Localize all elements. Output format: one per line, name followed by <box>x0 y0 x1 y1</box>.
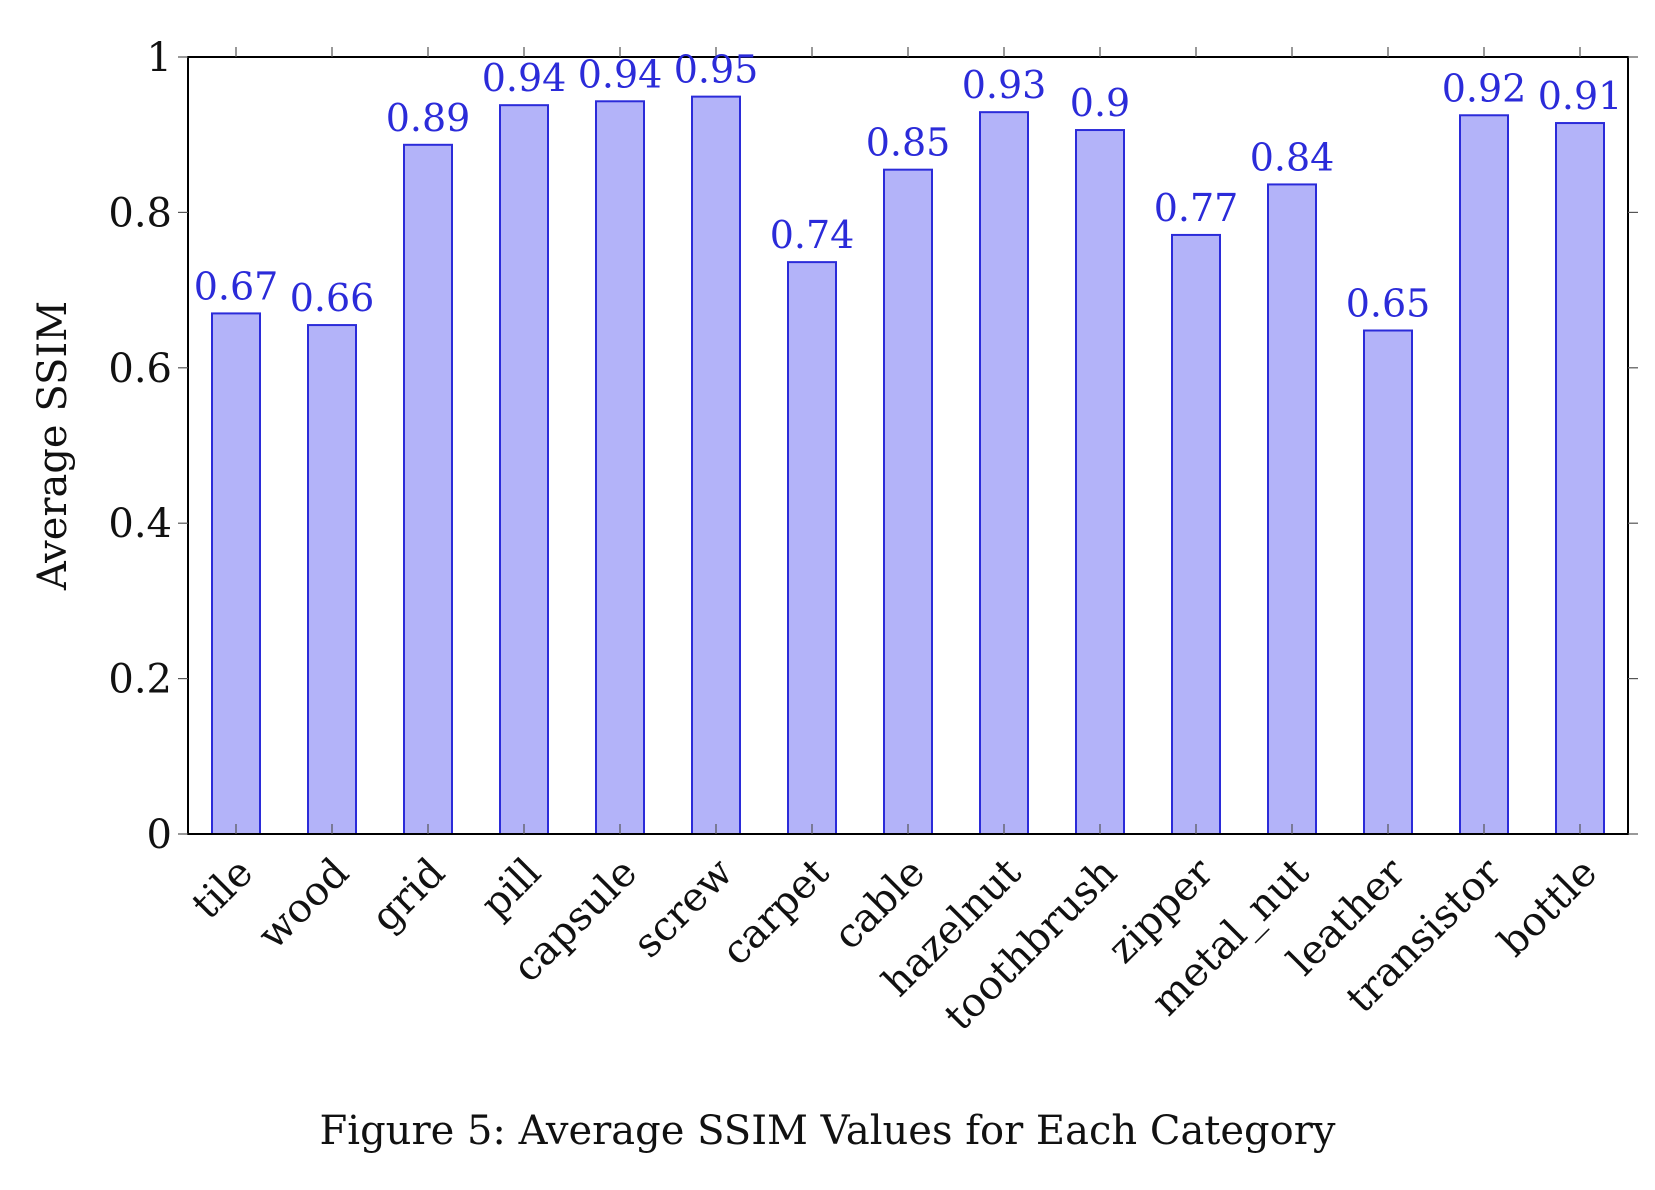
y-tick-label-4: 0.8 <box>108 190 172 236</box>
data-label-capsule: 0.94 <box>578 52 663 96</box>
y-tick-label-1: 0.2 <box>108 657 172 703</box>
bar-leather <box>1363 329 1413 835</box>
figure-caption: Figure 5: Average SSIM Values for Each C… <box>319 1108 1336 1154</box>
data-label-zipper: 0.77 <box>1154 186 1239 230</box>
x-tick-label-bottle: bottle <box>1490 850 1606 966</box>
x-tick-label-tile: tile <box>183 850 262 929</box>
bar-chart: 00.20.40.60.810.67 0.660.890.94 0.94 0.950.… <box>30 35 1638 1040</box>
bar-tile <box>211 312 261 836</box>
bar-carpet <box>787 261 837 835</box>
x-tick-label-wood: wood <box>249 850 358 959</box>
x-tick-label-carpet: carpet <box>713 850 838 975</box>
bar-capsule <box>595 100 645 835</box>
data-label-pill: 0.94 <box>482 56 567 100</box>
bar-hazelnut <box>979 111 1029 836</box>
data-label-wood: 0.66 <box>290 276 375 320</box>
data-label-hazelnut: 0.93 <box>962 63 1047 107</box>
bar-metal_nut <box>1267 183 1317 836</box>
data-label-grid: 0.89 <box>386 96 471 140</box>
x-tick-label-grid: grid <box>363 850 454 941</box>
x-tick-label-pill: pill <box>472 850 550 928</box>
data-label-bottle: 0.91 <box>1538 74 1623 118</box>
data-label-leather: 0.65 <box>1346 282 1431 326</box>
y-tick-label-5: 1 <box>147 35 172 81</box>
data-label-cable: 0.85 <box>866 121 951 165</box>
data-label-toothbrush: 0.9 <box>1070 81 1130 125</box>
data-label-carpet: 0.74 <box>770 213 855 257</box>
bar-grid <box>403 143 453 835</box>
bar-bottle <box>1555 122 1605 836</box>
bar-pill <box>499 104 549 835</box>
bar-wood <box>307 324 357 835</box>
bar-transistor <box>1459 114 1509 835</box>
bar-toothbrush <box>1075 129 1125 835</box>
bar-screw <box>691 95 741 835</box>
data-label-tile: 0.67 <box>194 264 279 308</box>
data-label-metal_nut: 0.84 <box>1250 135 1335 179</box>
bar-cable <box>883 168 933 836</box>
data-label-transistor: 0.92 <box>1442 66 1527 110</box>
bar-zipper <box>1171 233 1221 836</box>
y-tick-label-2: 0.4 <box>108 501 172 547</box>
y-axis-label: Average SSIM <box>30 301 76 591</box>
y-tick-label-3: 0.6 <box>108 346 172 392</box>
y-tick-label-0: 0 <box>147 812 172 858</box>
data-label-screw: 0.95 <box>674 48 759 92</box>
